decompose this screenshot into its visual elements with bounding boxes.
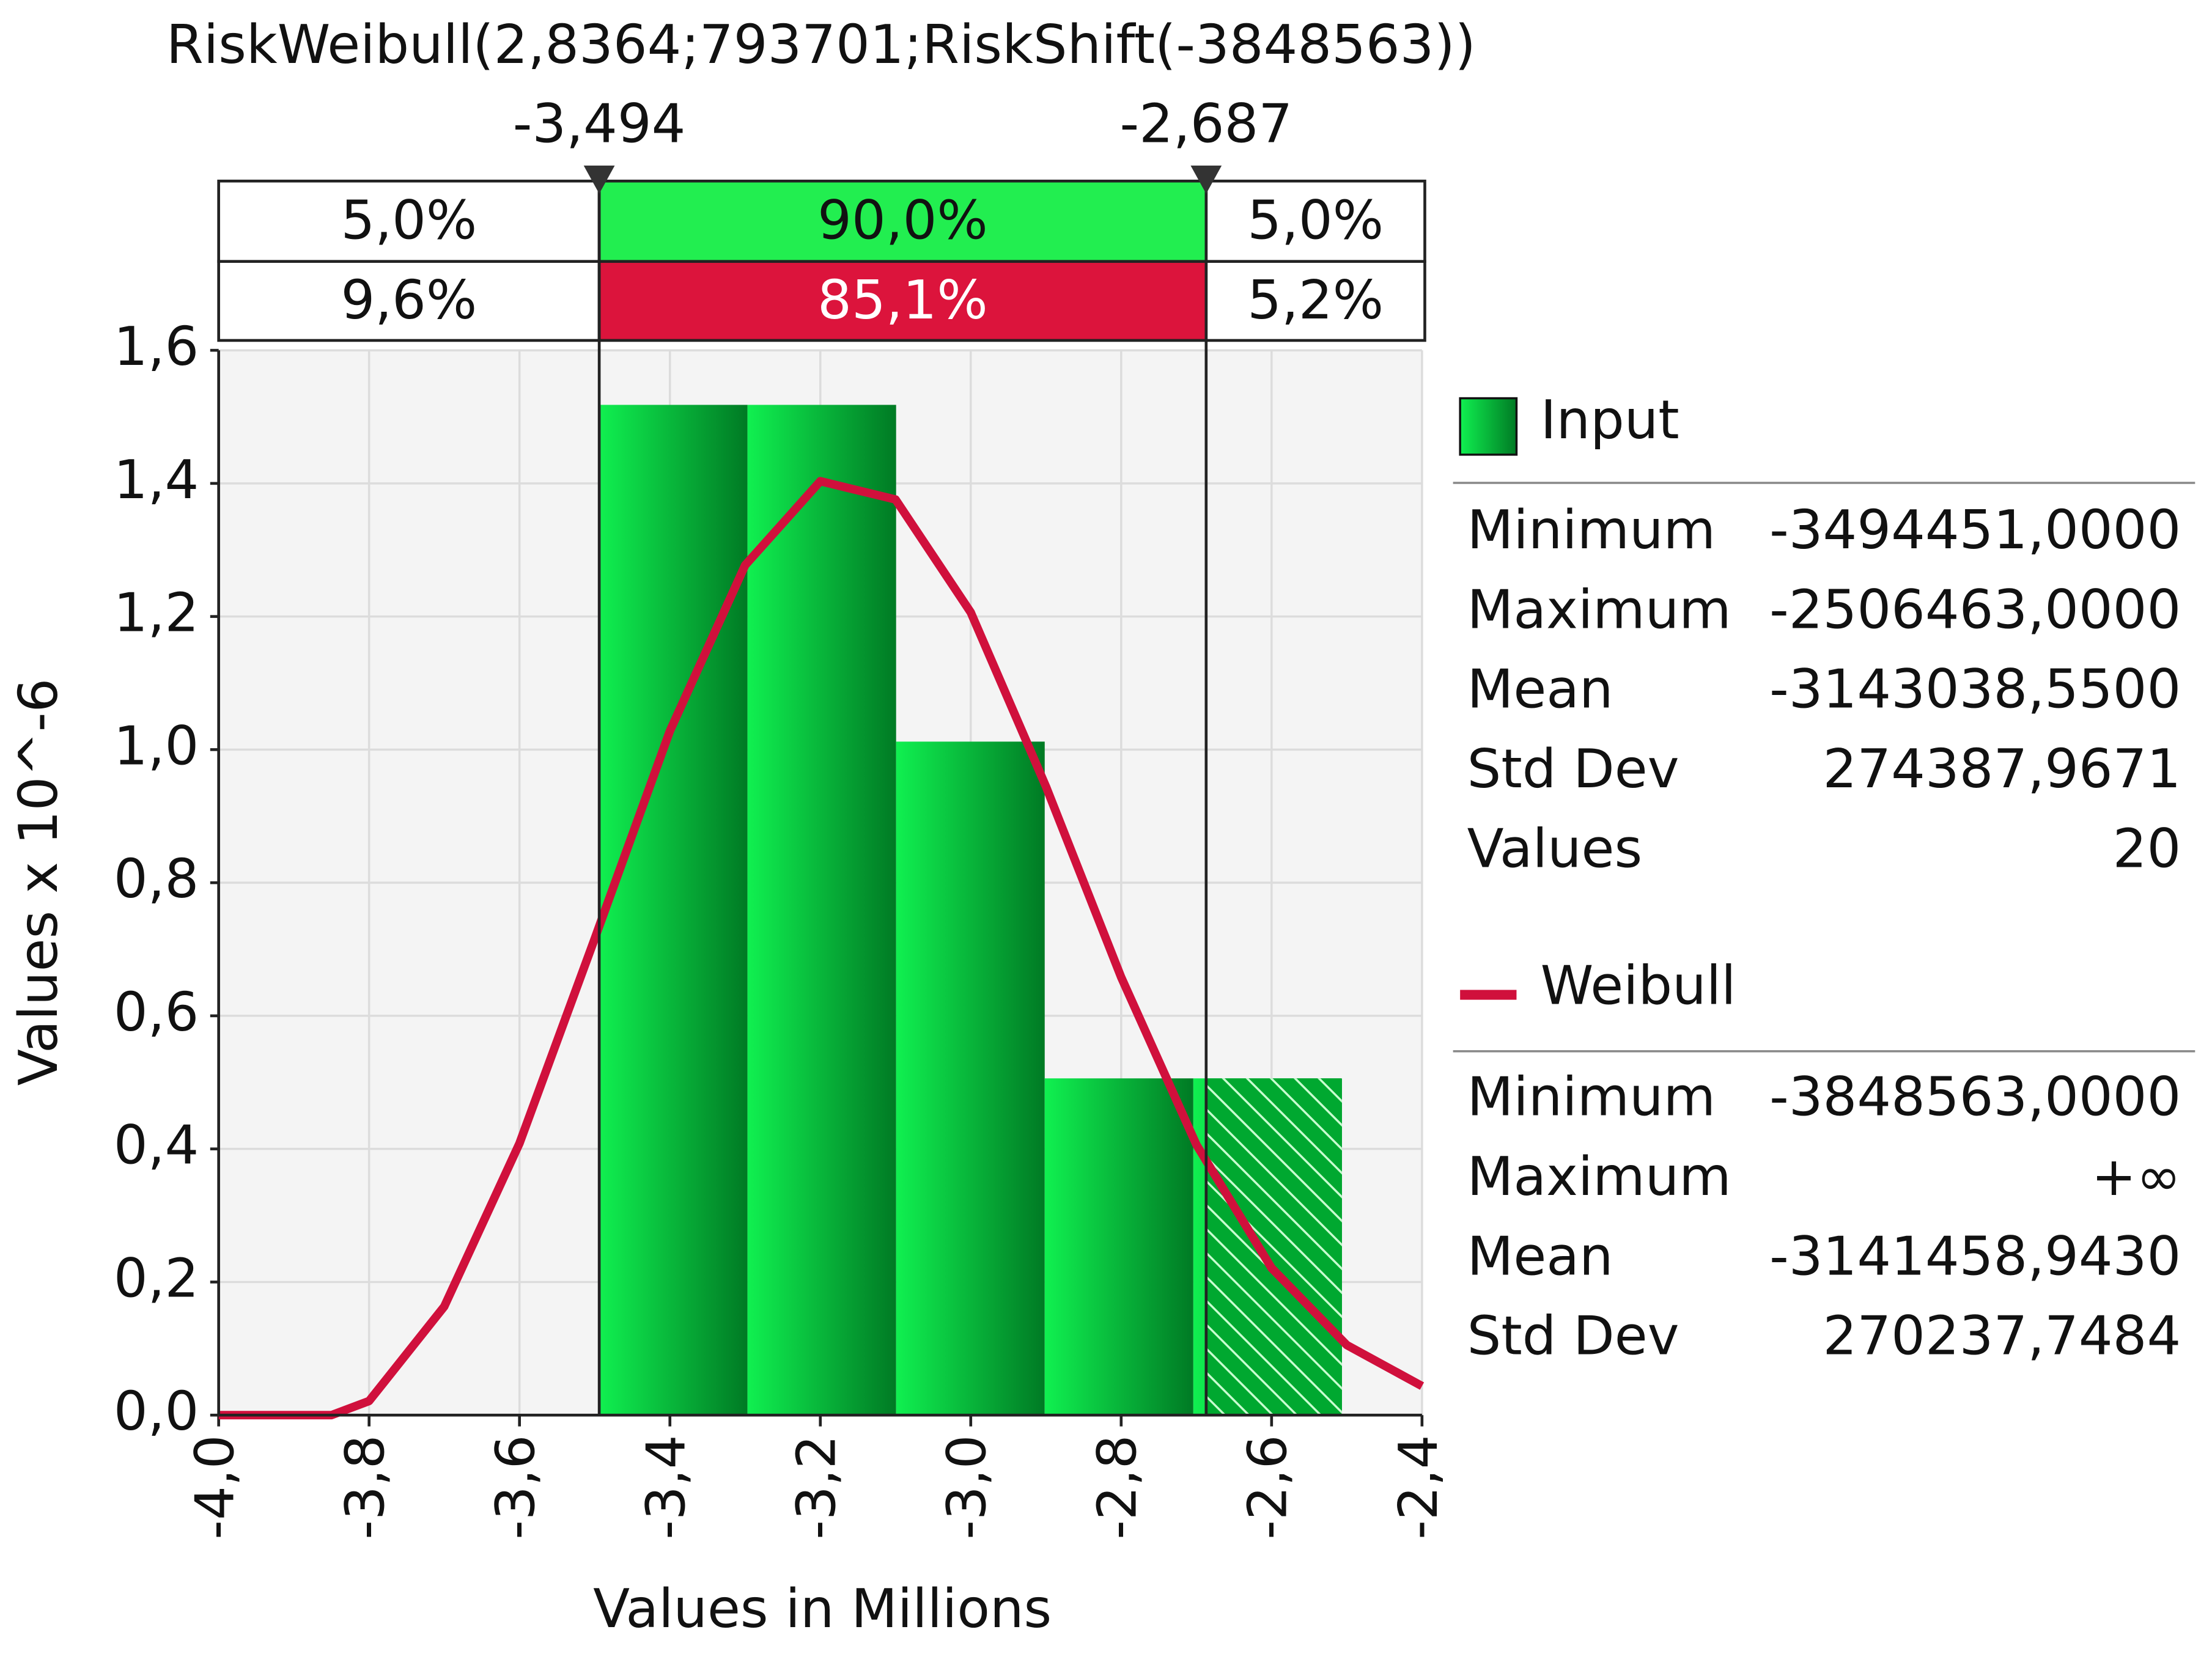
delimiter-handle bbox=[583, 165, 615, 194]
stat-name: Values bbox=[1467, 817, 1642, 880]
band-cell bbox=[597, 260, 1208, 342]
band-label: 5,2% bbox=[1247, 269, 1384, 331]
y-axis-label: Values x 10^-6 bbox=[7, 678, 70, 1086]
delimiter-label: -3,494 bbox=[513, 92, 686, 155]
y-tick-label: 1,2 bbox=[114, 582, 199, 644]
band-cell bbox=[597, 179, 1208, 263]
stat-value: 270237,7484 bbox=[1823, 1305, 2181, 1367]
stat-value: +∞ bbox=[2092, 1145, 2181, 1208]
x-tick-label: -2,8 bbox=[1086, 1435, 1149, 1539]
y-tick-label: 0,0 bbox=[114, 1380, 199, 1443]
legend-swatch bbox=[1459, 397, 1518, 456]
y-tick-label: 0,2 bbox=[114, 1247, 199, 1309]
y-tick-label: 0,8 bbox=[114, 848, 199, 910]
delimiter-handle bbox=[1190, 165, 1222, 194]
band-label: 9,6% bbox=[341, 269, 477, 331]
density-curve bbox=[218, 477, 1425, 1420]
stat-name: Maximum bbox=[1467, 578, 1731, 641]
stat-name: Mean bbox=[1467, 1225, 1613, 1287]
x-tick-label: -3,8 bbox=[334, 1435, 397, 1539]
stat-value: -2506463,0000 bbox=[1769, 578, 2181, 641]
y-tick-label: 0,4 bbox=[114, 1114, 199, 1177]
x-tick-label: -3,2 bbox=[786, 1435, 848, 1539]
legend-label: Weibull bbox=[1541, 954, 1736, 1016]
bar bbox=[1044, 1078, 1193, 1416]
band-label: 5,0% bbox=[341, 189, 477, 252]
stat-value: -3141458,9430 bbox=[1769, 1225, 2181, 1287]
band-label: 85,1% bbox=[817, 269, 988, 331]
band-cell bbox=[217, 179, 601, 263]
tail-hatch bbox=[1206, 1078, 1342, 1416]
band-cell bbox=[1204, 260, 1426, 342]
y-tick-label: 1,0 bbox=[114, 715, 199, 777]
x-axis-label: Values in Millions bbox=[593, 1578, 1052, 1640]
stat-name: Minimum bbox=[1467, 499, 1716, 561]
y-tick-label: 1,6 bbox=[114, 315, 199, 378]
stat-value: -3143038,5500 bbox=[1769, 658, 2181, 721]
y-tick-label: 1,4 bbox=[114, 449, 199, 511]
x-tick-label: -2,4 bbox=[1387, 1435, 1450, 1539]
delimiter-label: -2,687 bbox=[1119, 92, 1292, 155]
x-tick-label: -3,6 bbox=[485, 1435, 547, 1539]
legend-label: Input bbox=[1541, 389, 1679, 451]
stat-value: -3494451,0000 bbox=[1769, 499, 2181, 561]
stat-name: Mean bbox=[1467, 658, 1613, 721]
stat-value: -3848563,0000 bbox=[1769, 1066, 2181, 1128]
y-tick-label: 0,6 bbox=[114, 981, 199, 1043]
stat-name: Std Dev bbox=[1467, 1305, 1679, 1367]
chart-title: RiskWeibull(2,8364;793701;RiskShift(-384… bbox=[166, 13, 1476, 76]
stat-name: Minimum bbox=[1467, 1066, 1716, 1128]
stat-name: Maximum bbox=[1467, 1145, 1731, 1208]
stat-value: 274387,9671 bbox=[1823, 738, 2181, 800]
x-tick-label: -3,0 bbox=[936, 1435, 998, 1539]
band-cell bbox=[1204, 179, 1426, 263]
stat-value: 20 bbox=[2113, 817, 2181, 880]
band-label: 90,0% bbox=[817, 189, 988, 252]
band-cell bbox=[217, 260, 601, 342]
bar bbox=[896, 741, 1045, 1416]
band-label: 5,0% bbox=[1247, 189, 1384, 252]
stat-name: Std Dev bbox=[1467, 738, 1679, 800]
bar bbox=[599, 405, 748, 1416]
x-tick-label: -3,4 bbox=[635, 1435, 698, 1539]
x-tick-label: -4,0 bbox=[184, 1435, 246, 1539]
x-tick-label: -2,6 bbox=[1237, 1435, 1299, 1539]
bar bbox=[747, 405, 896, 1416]
